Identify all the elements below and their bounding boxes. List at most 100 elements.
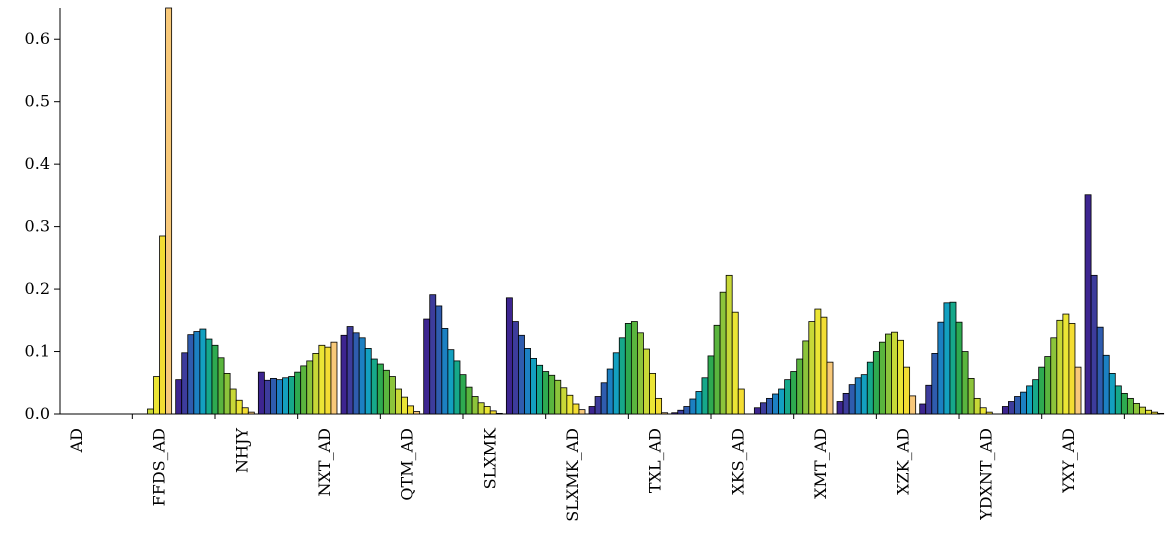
bar — [235, 399, 243, 415]
bar — [483, 406, 491, 415]
bar — [985, 411, 993, 415]
bar — [885, 333, 892, 415]
bar — [854, 377, 862, 415]
y-tick-label: 0.5 — [25, 92, 50, 111]
bar — [630, 321, 638, 415]
bar — [229, 388, 237, 415]
bar — [542, 371, 550, 415]
bar — [683, 406, 691, 415]
bar — [677, 409, 685, 415]
bar — [536, 364, 544, 415]
bar — [891, 331, 898, 415]
bar — [530, 358, 537, 415]
bar — [578, 409, 586, 415]
bar — [655, 397, 663, 415]
bar — [808, 321, 816, 415]
bar — [263, 379, 271, 415]
bar — [187, 334, 195, 415]
category-label: FFDS_AD — [150, 428, 169, 506]
bar — [637, 332, 644, 415]
bar — [247, 411, 255, 415]
bar — [1062, 313, 1070, 415]
bar — [643, 348, 650, 415]
bar — [600, 382, 608, 415]
bar — [413, 411, 421, 415]
category-label: TXL_AD — [646, 428, 665, 493]
bar — [1001, 406, 1009, 415]
bar — [1020, 391, 1027, 415]
category-label: YDXNT_AD — [976, 428, 995, 521]
category-label: NHJY — [232, 428, 251, 473]
bar — [318, 344, 326, 415]
bar — [193, 331, 201, 415]
category-labels: AD FFDS_AD NHJY NXT_AD QTM_AD SLXMK SLXMK_AD TX… — [67, 427, 1078, 522]
bar — [330, 341, 338, 415]
bar — [489, 410, 497, 415]
bar — [753, 407, 761, 415]
bar — [429, 294, 437, 415]
bar — [465, 386, 473, 415]
bar — [1145, 409, 1152, 415]
bar — [973, 397, 981, 415]
bar — [848, 384, 856, 415]
category-label: XKS_AD — [728, 428, 747, 495]
bar — [1008, 401, 1015, 415]
bar — [1056, 319, 1064, 415]
bar — [324, 346, 332, 415]
bar — [159, 235, 167, 415]
category-label: XZK_AD — [894, 428, 913, 495]
bar — [282, 377, 289, 415]
bar — [695, 391, 703, 415]
category-label: NXT_AD — [315, 428, 334, 496]
bar — [199, 328, 207, 415]
category-label: SLXMK — [480, 427, 499, 489]
bar — [241, 407, 249, 415]
bar — [441, 328, 449, 415]
bar — [1032, 379, 1040, 415]
category-label: XMT_AD — [811, 428, 830, 499]
bar — [979, 407, 987, 415]
bar — [731, 311, 739, 415]
bar — [505, 297, 513, 415]
bar — [447, 349, 455, 415]
bar — [618, 337, 626, 415]
bar — [897, 339, 904, 415]
category-label: YXY_AD — [1059, 428, 1078, 494]
bar — [1044, 356, 1052, 415]
bar — [1050, 337, 1058, 415]
bar — [364, 348, 372, 415]
bar — [407, 405, 415, 415]
bar — [346, 326, 354, 415]
category-label: SLXMK_AD — [563, 428, 582, 522]
bar — [1026, 385, 1034, 415]
bar — [518, 334, 525, 415]
bar — [358, 337, 366, 415]
bar — [949, 301, 957, 415]
bar — [919, 403, 927, 415]
bar — [661, 412, 669, 415]
bar — [931, 353, 939, 415]
bar — [860, 374, 868, 415]
bar — [955, 321, 963, 415]
bar — [766, 397, 773, 415]
bar — [1096, 326, 1104, 415]
bar — [802, 340, 810, 415]
bar — [340, 334, 348, 415]
bar — [477, 402, 485, 415]
bar — [1102, 354, 1110, 415]
bar — [257, 371, 265, 415]
bar — [165, 7, 173, 415]
bar — [376, 363, 384, 415]
bar — [1014, 396, 1021, 415]
bar — [624, 323, 632, 415]
bar — [588, 406, 596, 415]
y-tick-label: 0.4 — [25, 154, 50, 173]
bar — [153, 376, 160, 415]
y-tick-label: 0.2 — [25, 279, 50, 298]
bar — [909, 395, 917, 415]
bar — [737, 388, 745, 415]
bar — [671, 412, 679, 415]
bar — [826, 361, 834, 415]
bar — [524, 348, 531, 415]
